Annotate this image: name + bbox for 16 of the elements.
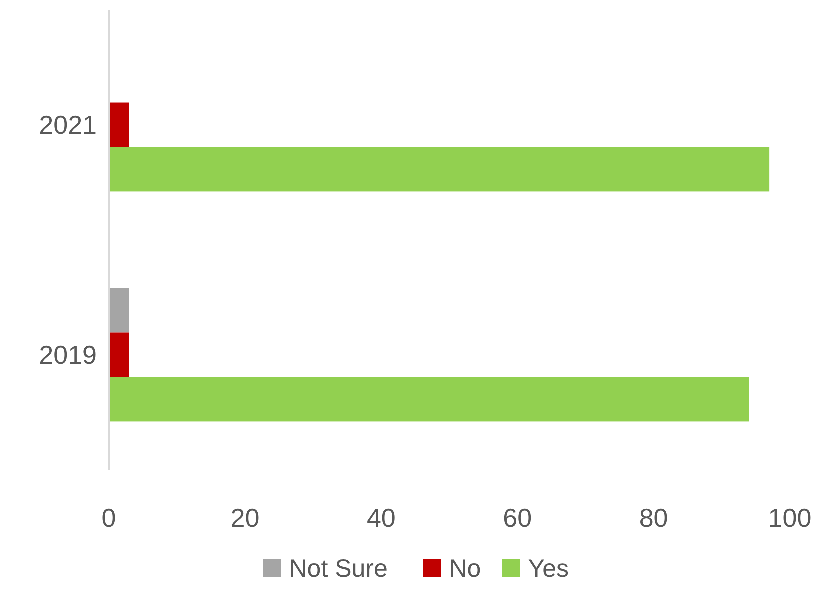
- y-tick-label: 2019: [39, 340, 97, 370]
- x-tick-label: 80: [639, 503, 668, 533]
- x-tick-label: 20: [230, 503, 260, 533]
- legend-label: Yes: [528, 555, 570, 583]
- bar: [109, 147, 770, 192]
- legend-label: No: [449, 555, 482, 583]
- x-tick-label: 60: [503, 503, 532, 533]
- x-tick-label: 0: [102, 503, 116, 533]
- legend-label: Not Sure: [289, 555, 388, 583]
- bar: [109, 102, 130, 148]
- x-tick-label: 100: [768, 503, 812, 533]
- bar: [109, 288, 130, 333]
- bar: [109, 332, 130, 378]
- bar: [109, 377, 750, 422]
- y-tick-label: 2021: [39, 110, 97, 140]
- x-tick-label: 40: [366, 503, 396, 533]
